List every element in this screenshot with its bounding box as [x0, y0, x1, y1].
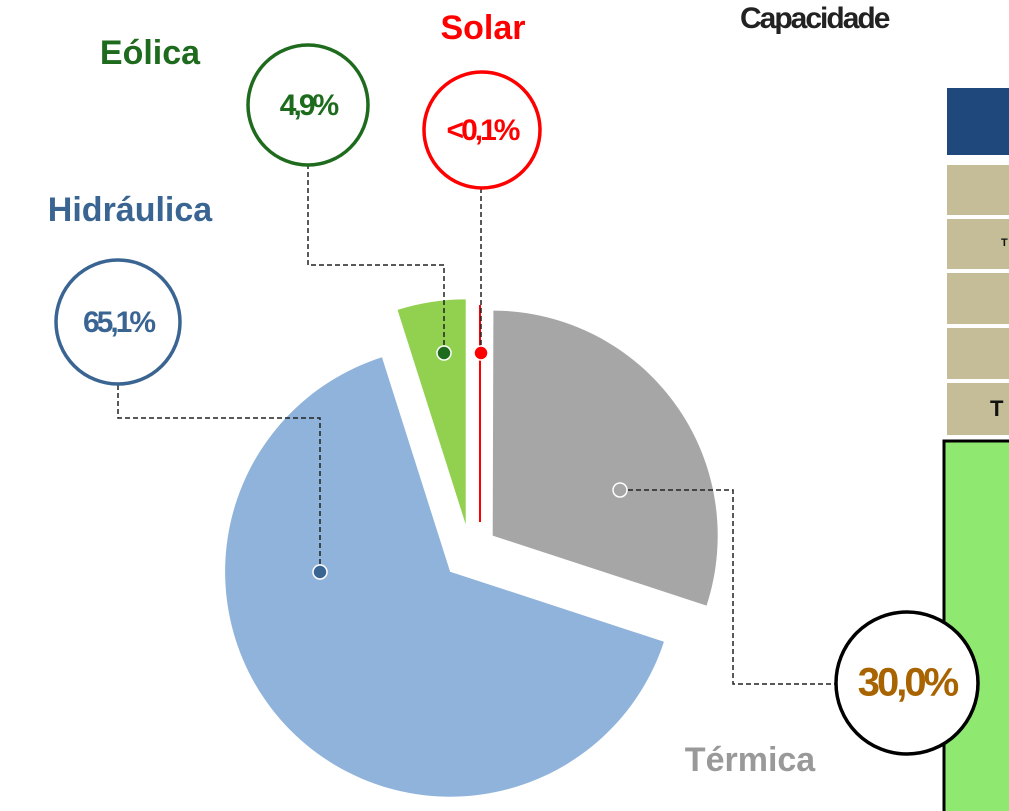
callout-circle [246, 43, 370, 167]
chart-title: Capacidade [740, 2, 890, 35]
slice [225, 357, 664, 797]
leader-dot [473, 345, 489, 361]
slice [492, 310, 718, 606]
table-row [947, 273, 1009, 324]
callout-circle [422, 70, 542, 190]
value-label: <0,1% [447, 114, 520, 147]
table-row [947, 328, 1009, 379]
table-header [947, 88, 1009, 155]
leader-line [307, 165, 445, 353]
leader-line [620, 489, 836, 685]
table-cell: T [1001, 237, 1008, 249]
table-row [947, 383, 1009, 435]
table-total-box [942, 439, 1009, 811]
callouts: <0,1% Solar 30,0% Térmica 65,1% Hidráulica 4,9… [48, 9, 980, 779]
callout-circle [54, 258, 182, 386]
leader-dot [436, 345, 452, 361]
category-label: Térmica [685, 741, 816, 779]
table-cell: T [990, 396, 1004, 421]
category-label: Solar [440, 9, 525, 47]
value-label: 30,0% [858, 661, 959, 705]
callout-circle [834, 610, 980, 756]
table-row [947, 165, 1009, 215]
leader-dot [312, 564, 328, 580]
leader-line [117, 384, 321, 572]
pie [225, 299, 718, 797]
table-row [947, 219, 1009, 269]
category-label: Hidráulica [48, 191, 213, 229]
leader-dot [612, 482, 628, 498]
value-label: 65,1% [83, 306, 155, 339]
value-label: 4,9% [280, 89, 339, 122]
category-label: Eólica [100, 34, 201, 72]
